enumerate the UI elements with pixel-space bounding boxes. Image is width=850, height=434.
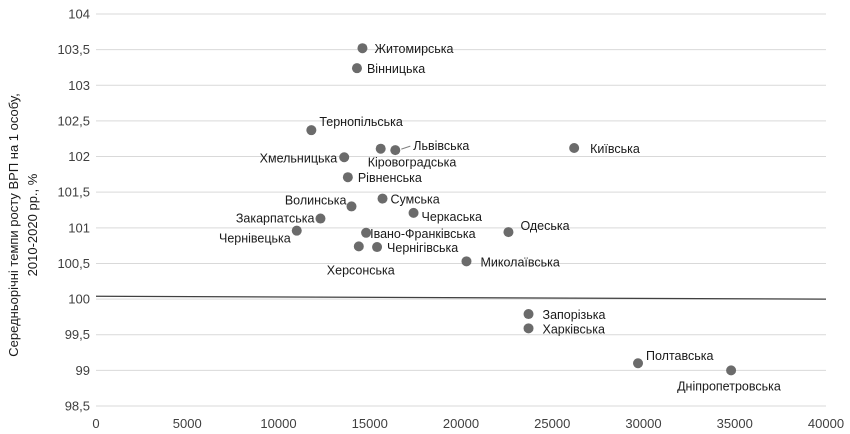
point-label: Рівненська (358, 171, 422, 185)
point-label: Миколаївська (480, 255, 559, 269)
y-tick-label: 104 (68, 7, 90, 22)
y-axis-label-line-1: Середньорічні темпи росту ВРП на 1 особу… (6, 93, 21, 356)
point-label: Харківська (543, 322, 605, 336)
point-label: Івано-Франківська (370, 227, 476, 241)
data-point (346, 201, 357, 212)
point-label: Тернопільська (319, 115, 403, 129)
label-leader-line (401, 145, 411, 150)
data-point (569, 142, 580, 153)
data-point (357, 43, 368, 54)
point-label: Чернігівська (387, 241, 458, 255)
y-tick-label: 102 (68, 149, 90, 164)
data-point (726, 365, 737, 376)
data-point (461, 256, 472, 267)
reference-line-group (95, 295, 827, 300)
data-point (342, 172, 353, 183)
data-point (306, 125, 317, 136)
data-point (503, 227, 514, 238)
point-label: Одеська (520, 219, 569, 233)
data-point (361, 227, 372, 238)
point-label: Дніпропетровська (677, 379, 781, 393)
point-label: Запорізька (543, 308, 606, 322)
y-tick-label: 100 (68, 292, 90, 307)
data-point (375, 143, 386, 154)
x-axis-ticks: 0 5000 10000 15000 20000 25000 30000 35000 40000 (92, 416, 844, 431)
data-point (351, 63, 362, 74)
point-label: Львівська (413, 139, 469, 153)
point-label: Чернівецька (219, 232, 291, 246)
data-point (523, 323, 534, 334)
data-point (315, 213, 326, 224)
data-point (523, 309, 534, 320)
x-tick-label: 10000 (260, 416, 296, 431)
data-point (291, 225, 302, 236)
point-label: Хмельницька (260, 151, 338, 165)
y-tick-label: 103,5 (57, 42, 90, 57)
point-label: Херсонська (327, 263, 395, 277)
x-tick-label: 30000 (625, 416, 661, 431)
data-point (377, 193, 388, 204)
y-axis-ticks: 98,5 99 99,5 100 100,5 101 101,5 102 102,5 103 103… (57, 7, 90, 414)
x-tick-label: 25000 (534, 416, 570, 431)
y-tick-label: 99 (76, 363, 90, 378)
y-tick-label: 102,5 (57, 113, 90, 128)
data-point (372, 242, 383, 253)
data-point (408, 207, 419, 218)
y-tick-label: 101 (68, 220, 90, 235)
point-label: Кіровоградська (368, 156, 457, 170)
point-label: Житомирська (374, 42, 453, 56)
data-point (353, 241, 364, 252)
y-tick-label: 99,5 (65, 327, 90, 342)
point-label: Сумська (391, 193, 440, 207)
data-point (390, 145, 401, 156)
x-tick-label: 5000 (173, 416, 202, 431)
point-label: Вінницька (367, 62, 425, 76)
point-label: Полтавська (646, 349, 713, 363)
y-tick-label: 103 (68, 78, 90, 93)
point-labels: Житомирська Вінницька Тернопільська Львівсь… (219, 42, 781, 393)
reference-line (95, 295, 827, 300)
x-tick-label: 35000 (717, 416, 753, 431)
x-tick-label: 0 (92, 416, 99, 431)
y-tick-label: 101,5 (57, 185, 90, 200)
point-label: Київська (590, 142, 640, 156)
x-tick-label: 20000 (443, 416, 479, 431)
data-point (339, 152, 350, 163)
x-tick-label: 15000 (352, 416, 388, 431)
grid-lines (96, 13, 826, 407)
point-label: Волинська (285, 193, 347, 207)
y-axis-label-line-2: 2010-2020 рр., % (25, 173, 40, 276)
y-tick-label: 98,5 (65, 399, 90, 414)
data-points (291, 43, 737, 376)
point-label: Черкаська (422, 210, 482, 224)
y-tick-label: 100,5 (57, 256, 90, 271)
point-label: Закарпатська (236, 212, 315, 226)
data-point (633, 358, 644, 369)
x-tick-label: 40000 (808, 416, 844, 431)
